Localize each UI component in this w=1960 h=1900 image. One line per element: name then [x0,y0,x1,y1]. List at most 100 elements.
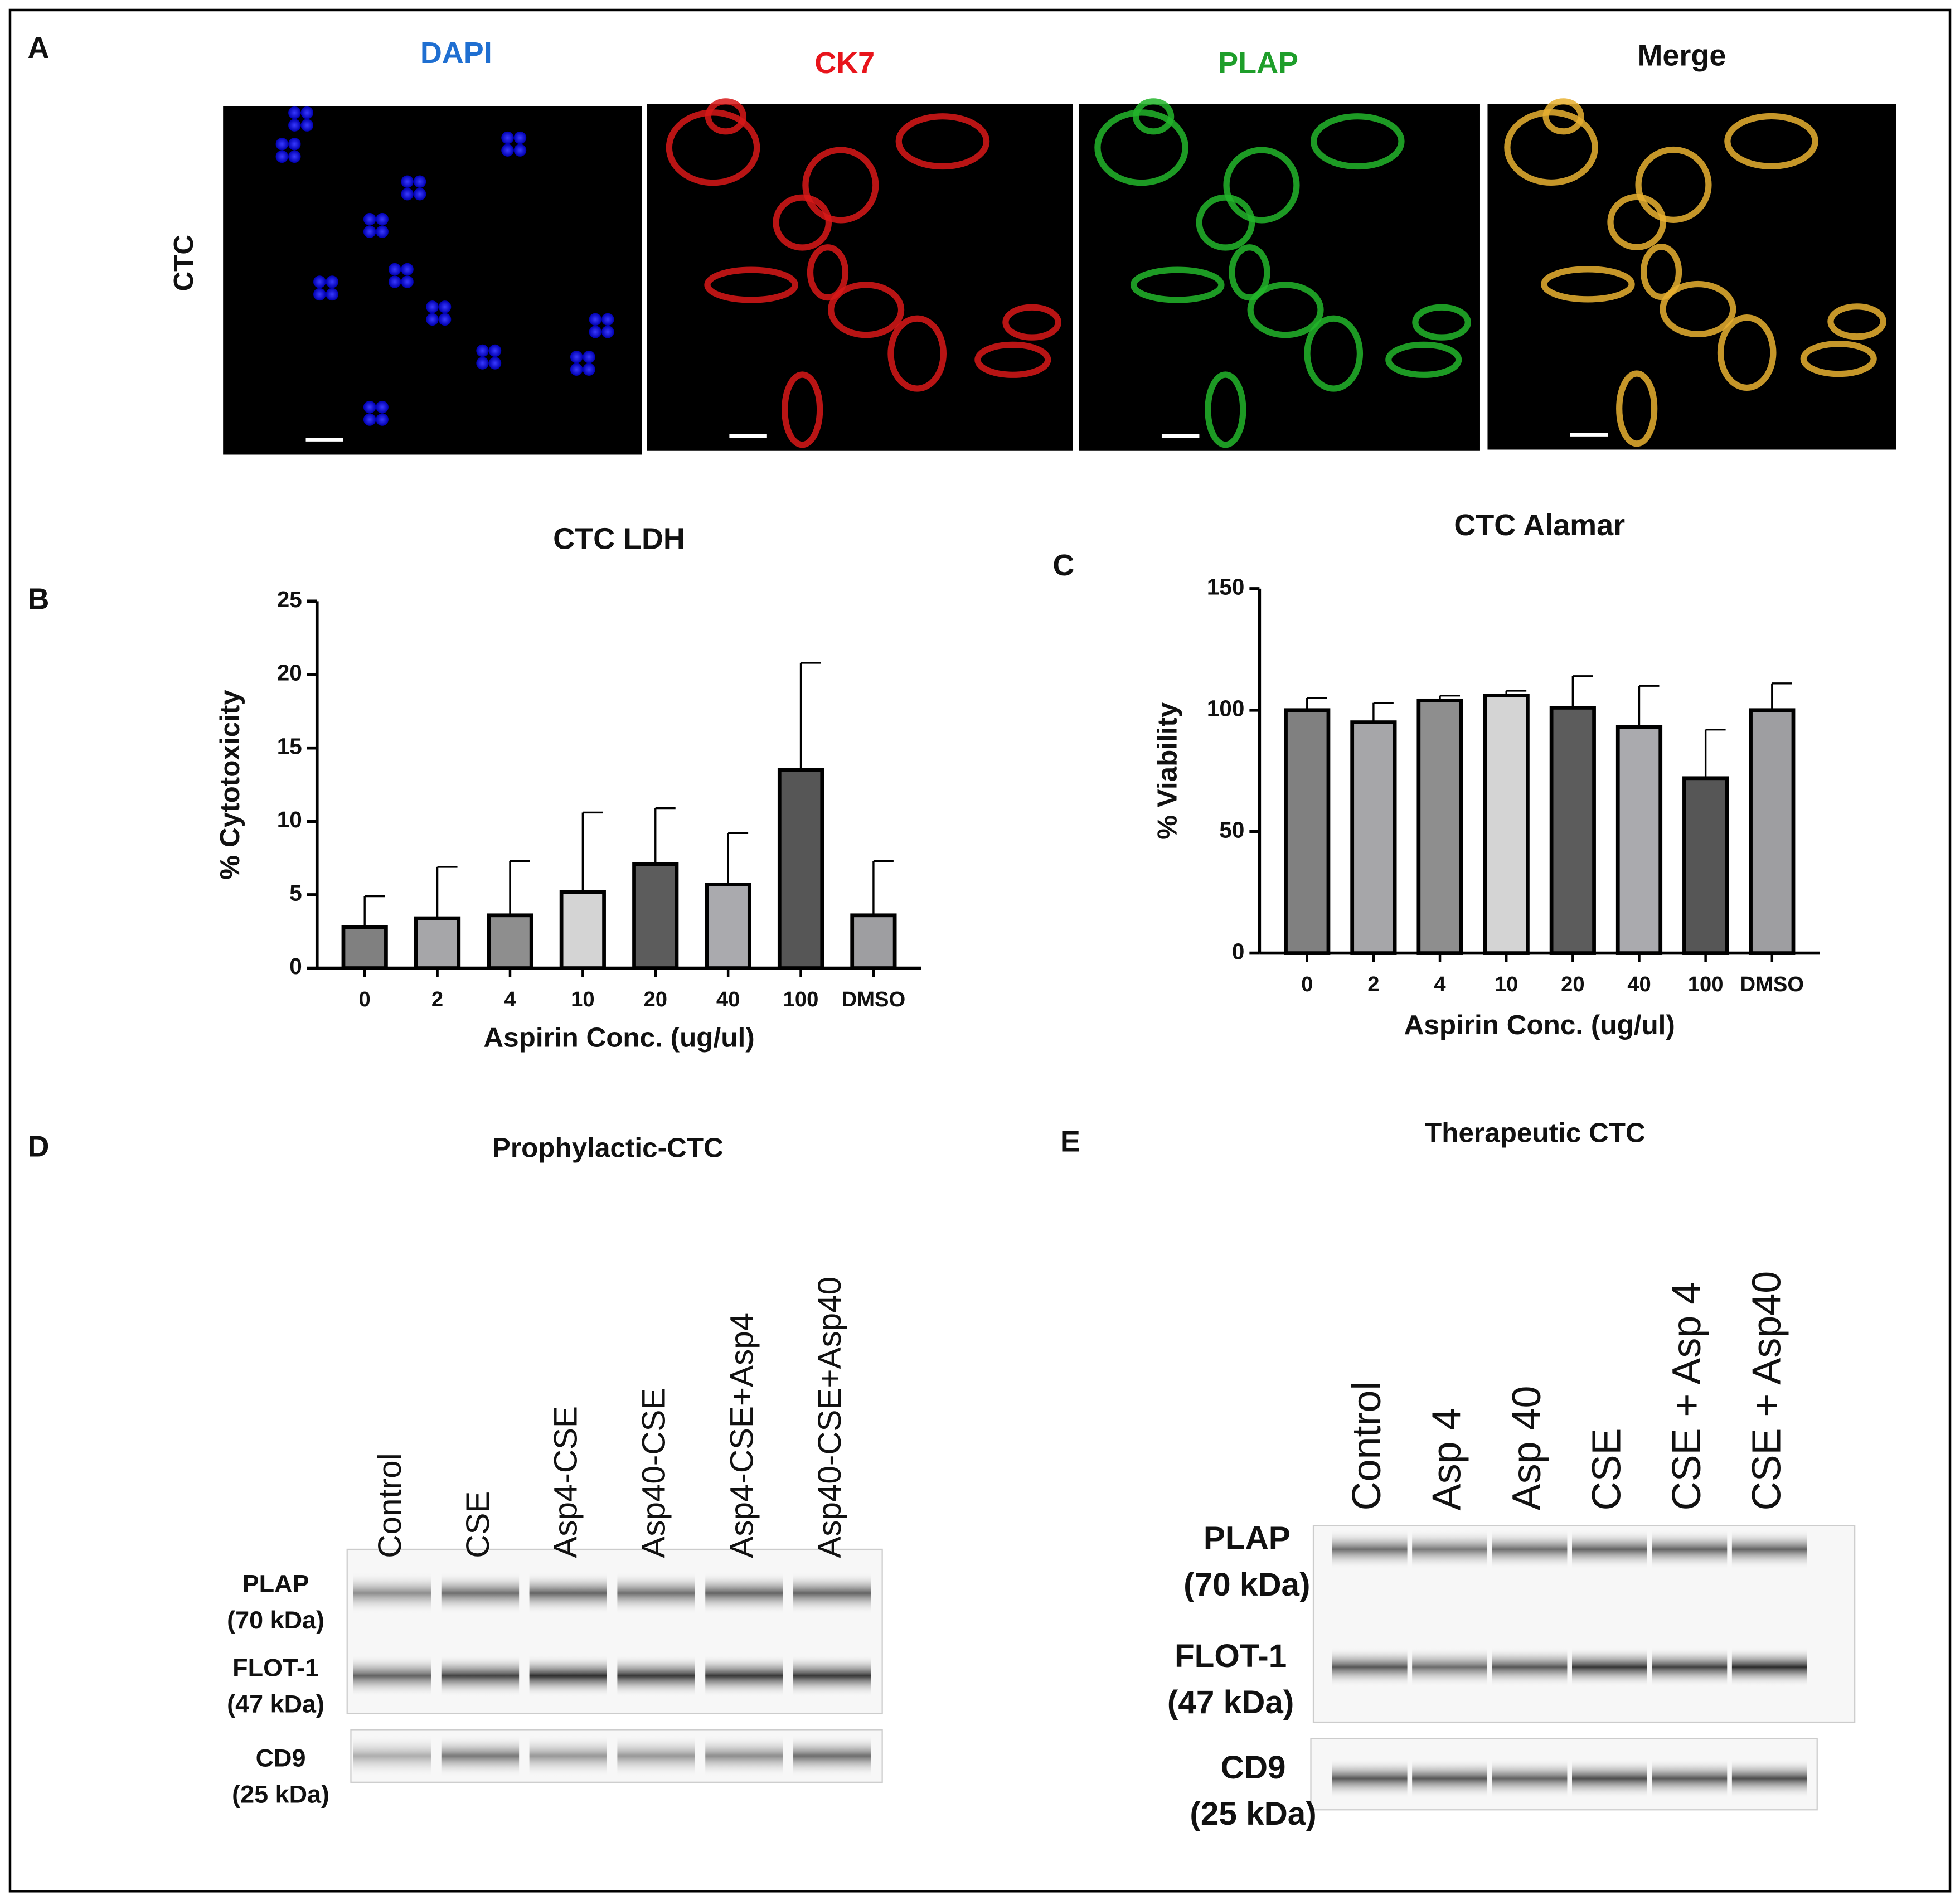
lane-label: CSE + Asp40 [1744,1271,1789,1511]
nucleus [426,300,439,313]
cell [1640,244,1682,300]
cell [1616,370,1658,447]
nucleus [438,300,452,313]
y-tick-label: 100 [1207,695,1244,721]
nucleus [426,313,439,326]
band [1332,1758,1408,1799]
cell [1542,98,1584,135]
cell [1385,341,1462,378]
nucleus [401,263,414,276]
lane-label: Control [372,1453,408,1558]
x-tick-label: 2 [431,987,443,1011]
x-tick-label: DMSO [842,987,906,1011]
band [1412,1529,1488,1569]
nucleus [363,225,376,238]
band [353,1654,431,1698]
nucleus [288,138,301,151]
lane-label: Asp 4 [1425,1408,1469,1511]
nucleus [488,344,502,357]
x-tick-label: 2 [1367,972,1379,996]
protein-size: (47 kDa) [227,1690,324,1718]
bar [559,890,606,970]
band [353,1572,431,1615]
cell [895,113,990,170]
y-tick-label: 25 [277,587,302,612]
cell [828,282,905,338]
band [617,1572,695,1615]
panel-letter: B [27,583,49,616]
x-tick-label: DMSO [1740,972,1804,996]
protein-label: CD9 [256,1743,306,1772]
bar [850,913,897,970]
protein-size: (47 kDa) [1167,1684,1294,1720]
x-tick-label: 40 [716,987,740,1011]
nucleus [326,288,338,301]
nucleus [388,263,401,276]
nucleus [401,275,414,288]
cell [1247,282,1324,338]
nucleus [401,187,414,201]
nucleus [275,150,289,163]
panel-letter: E [1060,1125,1080,1158]
lane-label: CSE [1584,1428,1629,1511]
blots: D Prophylactic-CTC Control CSE Asp4-CSE Asp40… [27,1117,1856,1832]
lane-label: Asp4-CSE [548,1406,584,1558]
band [529,1734,607,1777]
cell [1607,193,1666,250]
nucleus [313,288,326,301]
x-tick-label: 4 [504,987,516,1011]
nucleus [288,150,301,163]
lane-label: CSE [460,1491,496,1558]
nucleus [376,212,389,226]
panel-letter: C [1052,549,1074,582]
band [353,1734,431,1777]
y-tick-label: 20 [277,660,302,686]
lane-label: Asp40-CSE+Asp40 [812,1277,848,1558]
cell [1635,146,1712,223]
nucleus [275,138,289,151]
cell [666,109,760,186]
bar [777,768,824,970]
cell [1412,304,1471,341]
band [1652,1529,1728,1569]
cell [1094,109,1188,186]
nucleus [363,413,376,426]
nucleus [476,357,489,370]
band [617,1654,695,1698]
cell [782,371,823,448]
cell [773,194,832,251]
protein-label: PLAP [1204,1520,1291,1557]
x-tick-label: 100 [783,987,819,1011]
cell [1002,304,1061,341]
bar [1682,776,1729,955]
x-tick-label: 20 [1561,972,1584,996]
channel-label: Merge [1637,39,1726,72]
cell [704,266,798,303]
nucleus [501,144,514,157]
band [1332,1647,1408,1688]
nucleus [288,119,301,132]
cell [1717,314,1777,391]
band [1492,1758,1568,1799]
bar [1483,694,1530,955]
nucleus [313,275,326,288]
cell [1541,266,1635,303]
band [705,1654,783,1698]
y-tick-label: 15 [277,733,302,759]
protein-size: (70 kDa) [227,1606,324,1634]
cell [1205,371,1246,448]
cell [1660,280,1736,338]
band [441,1654,520,1698]
charts: B CTC LDH Aspirin Conc. (ug/ul) % Cytotoxic… [27,508,1820,1053]
band [529,1572,607,1615]
band [617,1734,695,1777]
cell [1304,315,1364,392]
y-axis-label: % Viability [1152,702,1183,840]
nucleus [601,326,614,338]
frame [8,8,1952,1893]
cell [705,98,746,135]
nucleus [583,351,595,363]
band [705,1734,783,1777]
protein-size: (25 kDa) [232,1780,329,1808]
